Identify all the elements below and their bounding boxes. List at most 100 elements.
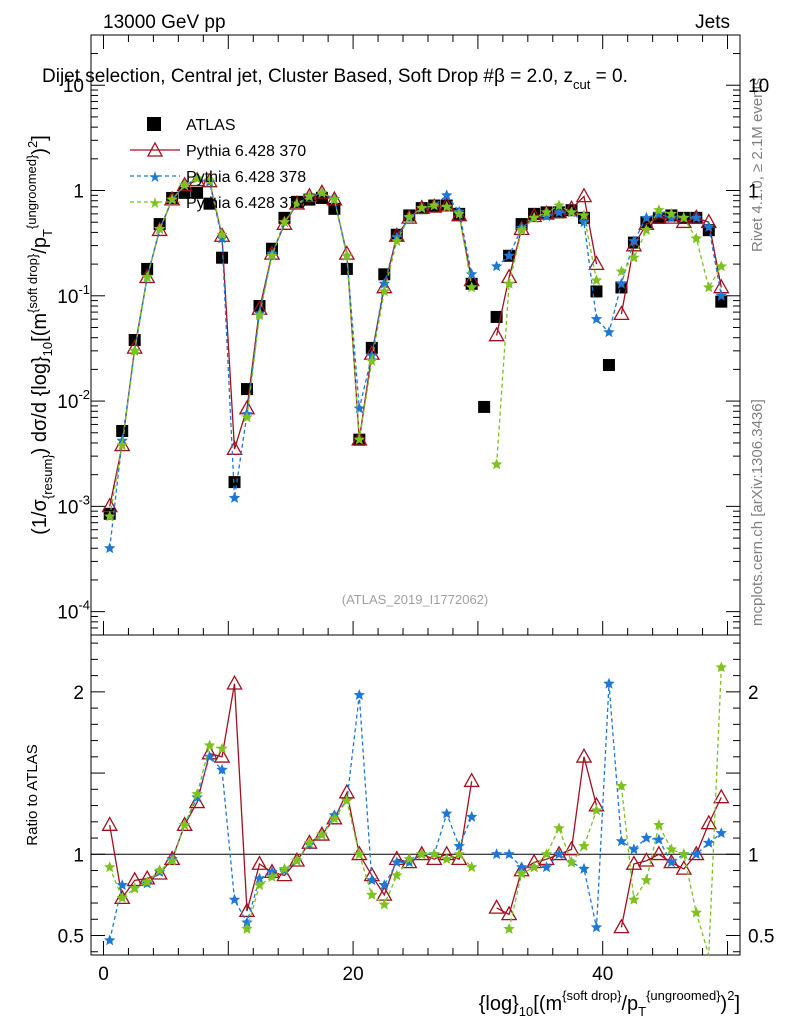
ratio-y-tick-label-right: 2 [748, 683, 759, 704]
ratio-point-pythia-6-428-370 [613, 918, 630, 934]
main-point-pythia-6-428-379 [615, 265, 628, 277]
ratio-point-pythia-6-428-379 [253, 879, 266, 890]
main-point-pythia-6-428-379 [665, 207, 678, 219]
ratio-point-pythia-6-428-379 [715, 661, 727, 673]
ratio-point-pythia-6-428-379 [104, 861, 116, 873]
main-y-tick-label: 10-3 [57, 492, 90, 518]
ratio-point-pythia-6-428-379 [278, 862, 291, 874]
main-point-pythia-6-428-379 [528, 211, 540, 223]
legend-py378-label: Pythia 6.428 378 [186, 169, 306, 186]
main-point-pythia-6-428-379 [553, 199, 565, 211]
main-y-tick-label: 10-1 [57, 282, 90, 308]
main-point-pythia-6-428-379 [678, 211, 690, 223]
legend-py379-marker: ★ [148, 195, 161, 212]
ratio-point-pythia-6-428-378 [353, 689, 365, 700]
mcplots-side-label: mcplots.cern.ch [arXiv:1306.3436] [749, 399, 766, 626]
main-point-pythia-6-428-379 [403, 211, 415, 222]
ratio-point-pythia-6-428-379 [328, 812, 341, 824]
main-point-pythia-6-428-370 [226, 440, 243, 455]
ratio-point-pythia-6-428-379 [640, 874, 653, 886]
main-point-pythia-6-428-379 [353, 433, 365, 445]
main-point-pythia-6-428-379 [129, 344, 141, 356]
ratio-point-pythia-6-428-379 [391, 869, 403, 881]
main-point-pythia-6-428-379 [490, 458, 503, 470]
ratio-point-pythia-6-428-378 [515, 861, 528, 873]
ratio-line-pythia-6-428-370 [496, 756, 598, 916]
main-y-axis-title: (1/σ{resum}) dσ/d {log}10[(m{soft drop}/… [24, 135, 55, 535]
ratio-point-pythia-6-428-379 [503, 923, 515, 934]
selection-title: Dijet selection, Central jet, Cluster Ba… [42, 66, 628, 92]
main-point-pythia-6-428-379 [341, 249, 353, 261]
main-point-pythia-6-428-379 [378, 285, 390, 297]
ratio-point-pythia-6-428-378 [241, 916, 253, 928]
main-point-pythia-6-428-379 [216, 228, 228, 240]
ratio-point-pythia-6-428-378 [690, 848, 702, 860]
main-point-pythia-6-428-370 [438, 196, 455, 212]
main-point-pythia-6-428-379 [191, 172, 203, 184]
main-point-pythia-6-428-370 [575, 187, 593, 203]
main-point-pythia-6-428-378 [553, 206, 565, 218]
main-point-pythia-6-428-379 [703, 281, 715, 293]
ratio-point-pythia-6-428-379 [353, 848, 365, 860]
ratio-point-pythia-6-428-379 [678, 848, 690, 860]
ratio-point-pythia-6-428-378 [590, 921, 603, 933]
ratio-point-pythia-6-428-379 [416, 848, 428, 860]
main-point-pythia-6-428-379 [628, 251, 640, 263]
x-tick-label: 20 [343, 964, 364, 985]
ratio-point-pythia-6-428-379 [291, 854, 303, 866]
main-point-atlas [615, 281, 628, 294]
main-point-atlas [191, 186, 204, 199]
main-point-pythia-6-428-378 [353, 402, 365, 414]
ratio-y-tick-label: 0.5 [58, 927, 84, 948]
watermark: (ATLAS_2019_I1772062) [342, 592, 488, 607]
ratio-point-pythia-6-428-378 [578, 862, 590, 874]
ratio-point-pythia-6-428-370 [213, 747, 231, 763]
ratio-point-pythia-6-428-379 [441, 853, 453, 864]
ratio-point-pythia-6-428-379 [653, 819, 665, 830]
main-y-tick-labels: 10-4 10-3 10-2 10-1 1 10 1 10 [57, 76, 769, 623]
ratio-point-pythia-6-428-379 [241, 923, 253, 934]
main-point-pythia-6-428-370 [488, 326, 505, 342]
main-point-pythia-6-428-379 [653, 204, 665, 216]
ratio-point-pythia-6-428-379 [116, 892, 128, 903]
ratio-point-pythia-6-428-370 [575, 747, 593, 763]
main-point-pythia-6-428-378 [653, 207, 665, 219]
rivet-side-label: Rivet 4.1.0, ≥ 2.1M events [749, 78, 766, 252]
main-point-pythia-6-428-379 [453, 207, 465, 219]
ratio-point-pythia-6-428-378 [665, 856, 678, 868]
ratio-point-pythia-6-428-379 [628, 893, 640, 905]
ratio-point-pythia-6-428-370 [425, 850, 443, 866]
main-point-pythia-6-428-379 [441, 200, 453, 212]
ratio-point-pythia-6-428-379 [203, 739, 216, 751]
ratio-point-pythia-6-428-379 [528, 861, 540, 873]
main-point-pythia-6-428-378 [578, 216, 590, 228]
ratio-y-axis-title: Ratio to ATLAS [24, 744, 41, 845]
main-point-pythia-6-428-379 [116, 439, 128, 451]
ratio-point-pythia-6-428-379 [615, 780, 628, 791]
main-point-pythia-6-428-370 [675, 213, 693, 229]
ratio-point-pythia-6-428-379 [540, 848, 553, 860]
ratio-point-pythia-6-428-378 [104, 934, 116, 946]
main-point-pythia-6-428-379 [515, 224, 528, 235]
main-point-atlas [640, 216, 653, 229]
main-point-pythia-6-428-378 [540, 210, 553, 222]
main-y-axis [91, 34, 740, 636]
ratio-point-pythia-6-428-379 [266, 871, 278, 882]
main-point-pythia-6-428-378 [690, 211, 702, 223]
main-line-pythia-6-428-379 [109, 177, 223, 517]
main-point-pythia-6-428-379 [328, 193, 341, 205]
main-point-pythia-6-428-379 [104, 510, 116, 522]
ratio-point-pythia-6-428-370 [463, 772, 480, 788]
ratio-point-pythia-6-428-379 [341, 794, 353, 806]
main-point-pythia-6-428-379 [503, 277, 515, 289]
main-point-pythia-6-428-378 [441, 189, 453, 201]
main-point-atlas [478, 400, 491, 413]
energy-label: 13000 GeV pp [103, 12, 226, 33]
ratio-point-pythia-6-428-378 [216, 763, 228, 775]
ratio-point-pythia-6-428-379 [553, 822, 565, 834]
ratio-point-pythia-6-428-370 [188, 793, 206, 809]
ratio-y-tick-label-right: 0.5 [748, 927, 774, 948]
main-point-atlas [602, 359, 615, 372]
ratio-point-pythia-6-428-370 [488, 899, 505, 914]
